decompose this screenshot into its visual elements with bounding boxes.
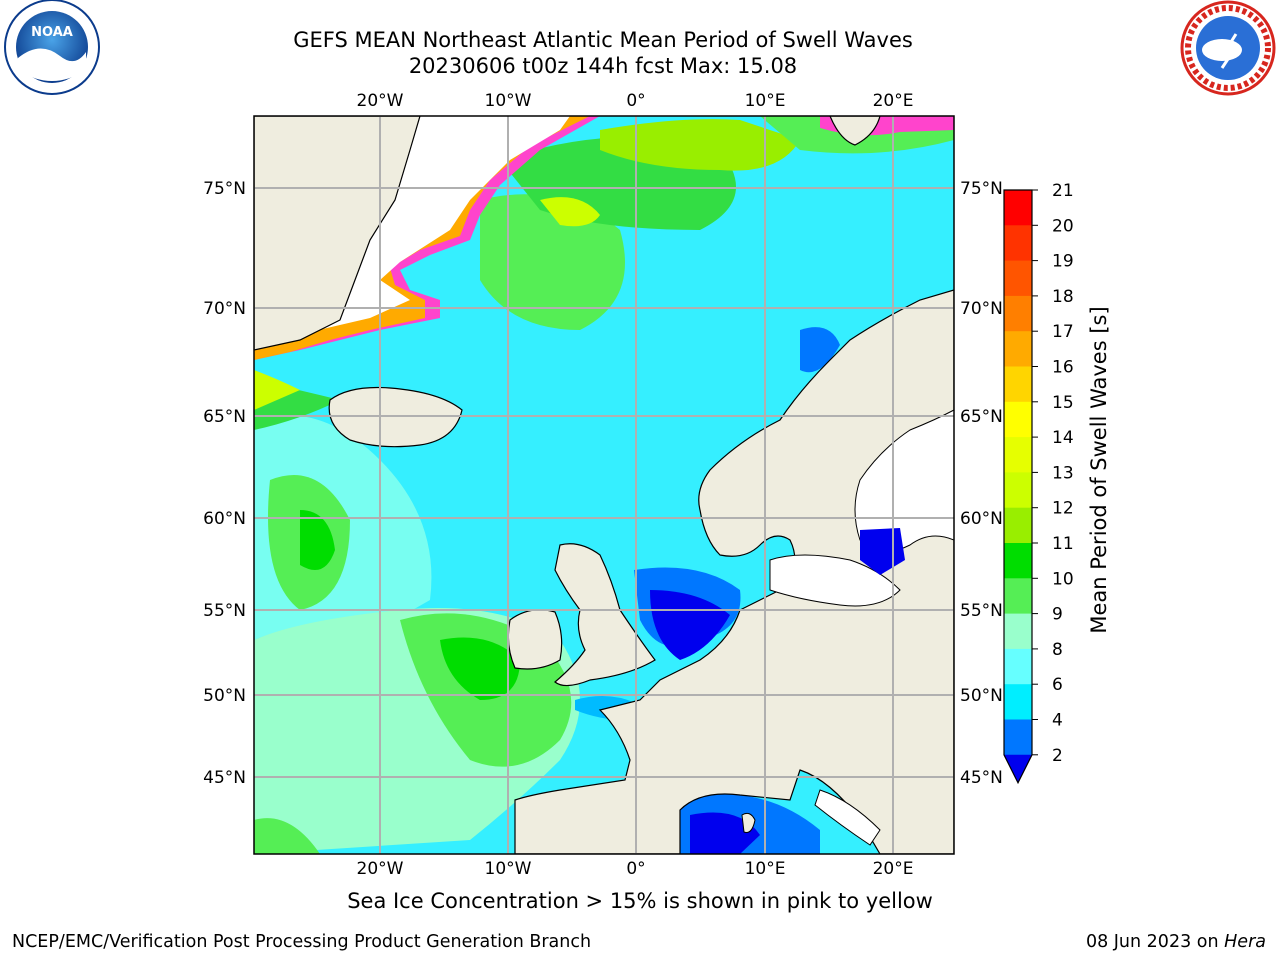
colorbar-tick-label: 4 [1052,711,1063,731]
colorbar-segment [1004,648,1032,685]
map-gridlines [254,116,954,854]
sea-ice-note: Sea Ice Concentration > 15% is shown in … [347,889,933,913]
lon-label-bottom: 20°E [873,859,914,879]
lon-label-bottom: 0° [626,859,645,879]
lat-label-left: 75°N [203,179,246,199]
lat-label-right: 55°N [960,601,1003,621]
colorbar-segment [1004,578,1032,615]
colorbar-segment [1004,472,1032,509]
lon-labels: 20°W 10°W 0° 10°E 20°E 20°W 10°W 0° 10°E… [357,91,914,879]
colorbar-tick-label: 16 [1052,358,1074,378]
lat-label-left: 45°N [203,768,246,788]
lon-label-top: 0° [626,91,645,111]
lon-label-top: 10°E [745,91,786,111]
lat-labels: 75°N 70°N 65°N 60°N 55°N 50°N 45°N 75°N … [203,179,1003,788]
footer-date: 08 Jun 2023 on Hera [1086,932,1266,952]
footer-date-text: 08 Jun 2023 on [1085,932,1225,952]
chart-title-line2: 20230606 t00z 144h fcst Max: 15.08 [408,54,798,78]
noaa-logo: NOAA [4,0,100,95]
colorbar-label: Mean Period of Swell Waves [s] [1087,306,1111,633]
colorbar-segment [1004,507,1032,544]
colorbar-segment [1004,225,1032,262]
colorbar-tick-label: 12 [1052,499,1074,519]
colorbar-tick-label: 14 [1052,428,1074,448]
noaa-logo-text: NOAA [31,25,73,40]
lon-label-top: 20°E [873,91,914,111]
lat-label-left: 50°N [203,686,246,706]
colorbar-tick-label: 17 [1052,322,1074,342]
colorbar-tick-label: 13 [1052,463,1074,483]
chart-title-line1: GEFS MEAN Northeast Atlantic Mean Period… [293,28,913,52]
footer-branch: NCEP/EMC/Verification Post Processing Pr… [12,932,592,952]
colorbar-under-arrow [1004,754,1032,783]
lat-label-right: 70°N [960,299,1003,319]
lat-label-right: 50°N [960,686,1003,706]
colorbar-tick-label: 21 [1052,181,1074,201]
colorbar-outline [1003,189,1033,785]
lat-label-right: 45°N [960,768,1003,788]
colorbar-tick-label: 10 [1052,569,1074,589]
colorbar-segment [1004,719,1032,756]
nws-logo [1180,0,1276,96]
lon-label-bottom: 10°E [745,859,786,879]
lat-label-left: 60°N [203,509,246,529]
lon-label-bottom: 20°W [357,859,404,879]
colorbar-tick-label: 19 [1052,252,1074,272]
colorbar [1003,189,1033,785]
colorbar-segment [1004,401,1032,438]
colorbar-tick-label: 6 [1052,675,1063,695]
colorbar-segment [1004,684,1032,720]
lat-label-right: 75°N [960,179,1003,199]
map-area [254,116,954,854]
lat-label-left: 65°N [203,407,246,427]
lon-label-bottom: 10°W [485,859,532,879]
colorbar-segment [1004,437,1032,473]
colorbar-tick-label: 15 [1052,393,1074,413]
lon-label-top: 20°W [357,91,404,111]
colorbar-tick-label: 18 [1052,287,1074,307]
colorbar-tick-label: 8 [1052,640,1063,660]
colorbar-ticks: 21 20 19 18 17 16 15 14 13 12 11 10 9 8 6 4 2 [1032,181,1074,766]
colorbar-segment [1004,366,1032,403]
colorbar-segment [1004,295,1032,332]
colorbar-segment [1004,190,1032,226]
map-frame [253,115,955,855]
lat-label-left: 55°N [203,601,246,621]
colorbar-segment [1004,543,1032,579]
lat-label-left: 70°N [203,299,246,319]
lon-label-top: 10°W [485,91,532,111]
colorbar-segment [1004,613,1032,650]
lat-label-right: 60°N [960,509,1003,529]
colorbar-tick-label: 20 [1052,216,1074,236]
colorbar-tick-label: 2 [1052,746,1063,766]
colorbar-segment [1004,260,1032,297]
colorbar-tick-label: 9 [1052,605,1063,625]
colorbar-segment [1004,331,1032,367]
colorbar-tick-label: 11 [1052,534,1074,554]
lat-label-right: 65°N [960,407,1003,427]
footer-host: Hera [1224,932,1266,952]
